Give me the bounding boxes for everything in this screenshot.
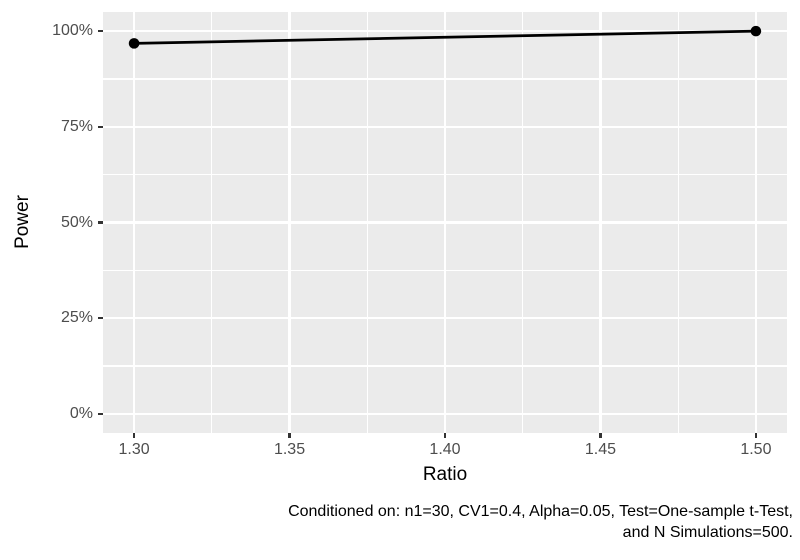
y-tick-mark	[98, 317, 103, 320]
series-layer	[128, 25, 762, 49]
data-point	[750, 25, 762, 37]
y-tick-label: 100%	[52, 22, 93, 40]
x-tick-label: 1.45	[584, 441, 617, 458]
y-gridline-major	[103, 29, 787, 33]
x-axis-title: Ratio	[422, 464, 468, 485]
y-tick-label: 50%	[60, 213, 93, 231]
x-tick-mark	[132, 433, 136, 438]
x-tick-label: 1.30	[118, 441, 150, 458]
y-tick-label: 25%	[60, 309, 93, 327]
y-tick-label: 75%	[60, 117, 93, 135]
x-tick-mark	[754, 433, 757, 438]
x-tick-label: 1.35	[273, 441, 306, 458]
y-tick-mark	[98, 221, 103, 224]
caption: Conditioned on: n1=30, CV1=0.4, Alpha=0.…	[288, 501, 793, 543]
plot-panel	[103, 12, 787, 433]
x-tick-mark	[288, 433, 291, 438]
x-tick-label: 1.40	[429, 441, 461, 458]
data-point	[128, 38, 140, 49]
y-gridline-major	[103, 412, 787, 416]
y-tick-mark	[98, 30, 103, 33]
y-tick-mark	[98, 412, 103, 415]
caption-line-1: Conditioned on: n1=30, CV1=0.4, Alpha=0.…	[288, 503, 793, 520]
y-gridline-major	[103, 125, 787, 129]
x-tick-mark	[443, 433, 447, 438]
y-gridline-major	[103, 221, 787, 224]
x-tick-mark	[599, 433, 602, 438]
y-tick-mark	[98, 125, 103, 128]
x-tick-label: 1.50	[740, 441, 772, 458]
series-line	[134, 29, 756, 45]
caption-line-2: and N Simulations=500.	[622, 524, 793, 541]
y-gridline-major	[103, 316, 787, 320]
y-tick-label: 0%	[69, 404, 93, 422]
